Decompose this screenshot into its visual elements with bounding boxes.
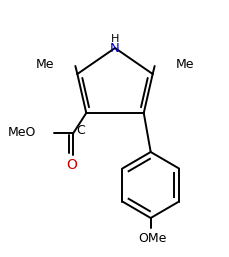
Text: C: C xyxy=(76,124,85,137)
Text: O: O xyxy=(66,158,77,172)
Text: MeO: MeO xyxy=(7,126,36,140)
Text: H: H xyxy=(111,34,119,44)
Text: Me: Me xyxy=(36,58,55,70)
Text: Me: Me xyxy=(175,58,194,70)
Text: N: N xyxy=(110,42,120,56)
Text: OMe: OMe xyxy=(139,232,167,244)
